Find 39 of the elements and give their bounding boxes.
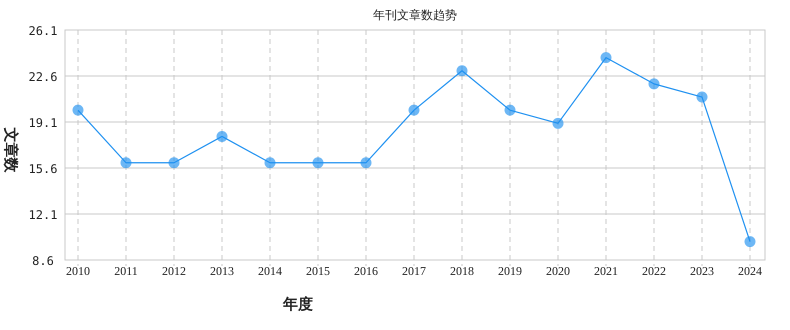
point bbox=[552, 118, 564, 129]
y-tick-label: 26.1 bbox=[28, 24, 58, 38]
x-tick-label: 2022 bbox=[642, 264, 666, 278]
x-tick-label: 2019 bbox=[498, 264, 522, 278]
x-tick-label: 2013 bbox=[210, 264, 234, 278]
point bbox=[456, 65, 468, 76]
x-tick-label: 2024 bbox=[738, 264, 762, 278]
y-tick-label: 19.1 bbox=[28, 116, 58, 130]
y-tick-label: 8.6 bbox=[32, 254, 54, 268]
y-tick-label: 22.6 bbox=[28, 70, 58, 84]
point bbox=[312, 157, 324, 168]
point bbox=[408, 104, 420, 116]
point bbox=[168, 157, 180, 168]
y-tick-label: 15.6 bbox=[28, 162, 58, 176]
x-tick-label: 2017 bbox=[402, 264, 426, 278]
point bbox=[264, 157, 276, 168]
x-tick-label: 2011 bbox=[114, 264, 138, 278]
x-tick-label: 2015 bbox=[306, 264, 330, 278]
x-tick-label: 2014 bbox=[258, 264, 282, 278]
chart-title: 年刊文章数趋势 bbox=[373, 8, 457, 22]
point bbox=[216, 130, 228, 142]
point bbox=[648, 78, 660, 90]
y-axis-title: 文章数 bbox=[2, 126, 20, 174]
x-tick-label: 2021 bbox=[594, 264, 618, 278]
x-axis-title: 年度 bbox=[282, 295, 313, 313]
x-tick-label: 2023 bbox=[690, 264, 714, 278]
point bbox=[72, 104, 84, 116]
x-tick-label: 2018 bbox=[450, 264, 474, 278]
point bbox=[696, 92, 708, 103]
point bbox=[120, 157, 132, 168]
point bbox=[600, 52, 612, 64]
point bbox=[744, 236, 756, 248]
x-tick-label: 2012 bbox=[162, 264, 186, 278]
point bbox=[360, 157, 372, 168]
x-tick-label: 2016 bbox=[354, 264, 378, 278]
x-tick-label: 2020 bbox=[546, 264, 570, 278]
y-tick-label: 12.1 bbox=[28, 208, 58, 222]
x-tick-label: 2010 bbox=[66, 264, 90, 278]
point bbox=[504, 104, 516, 116]
